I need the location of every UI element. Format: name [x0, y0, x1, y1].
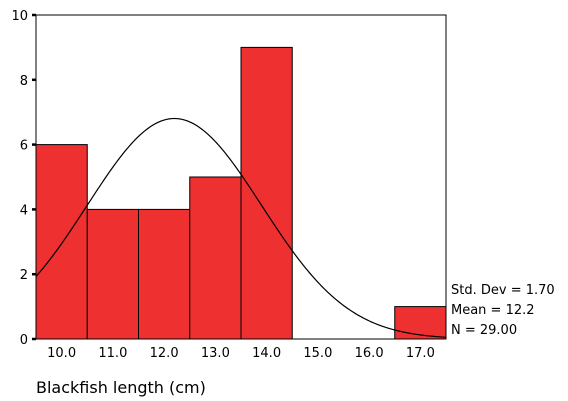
y-tick-label: 2: [20, 268, 28, 283]
x-tick-label: 16.0: [355, 346, 384, 361]
x-tick-label: 11.0: [98, 346, 127, 361]
mean-label: Mean = 12.2: [451, 303, 535, 318]
x-tick-label: 15.0: [303, 346, 332, 361]
x-tick-label: 13.0: [201, 346, 230, 361]
histogram-bar: [240, 46, 293, 340]
histogram-bar: [189, 176, 242, 340]
x-tick-label: 12.0: [150, 346, 179, 361]
y-axis: 0 2 4 6 8 10: [11, 9, 36, 348]
y-tick-label: 6: [20, 139, 28, 154]
bars-layer: [35, 46, 447, 340]
x-tick-label: 10.0: [47, 346, 76, 361]
x-axis-title: Blackfish length (cm): [36, 378, 206, 397]
plot-frame: [35, 14, 447, 340]
histogram-bar: [86, 208, 139, 340]
x-tick-label: 14.0: [252, 346, 281, 361]
y-tick-label: 8: [20, 74, 28, 89]
histogram-bar: [35, 144, 88, 340]
histogram-bar: [138, 208, 191, 340]
normal-curve: [35, 117, 447, 338]
x-tick-label: 17.0: [406, 346, 435, 361]
y-tick-label: 4: [20, 203, 28, 218]
std-dev-label: Std. Dev = 1.70: [451, 283, 555, 298]
n-label: N = 29.00: [451, 323, 517, 338]
x-axis: 10.0 11.0 12.0 13.0 14.0 15.0 16.0 17.0: [47, 346, 435, 361]
histogram-bar: [394, 306, 447, 340]
y-tick-label: 0: [20, 333, 28, 348]
y-tick-label: 10: [11, 9, 28, 24]
